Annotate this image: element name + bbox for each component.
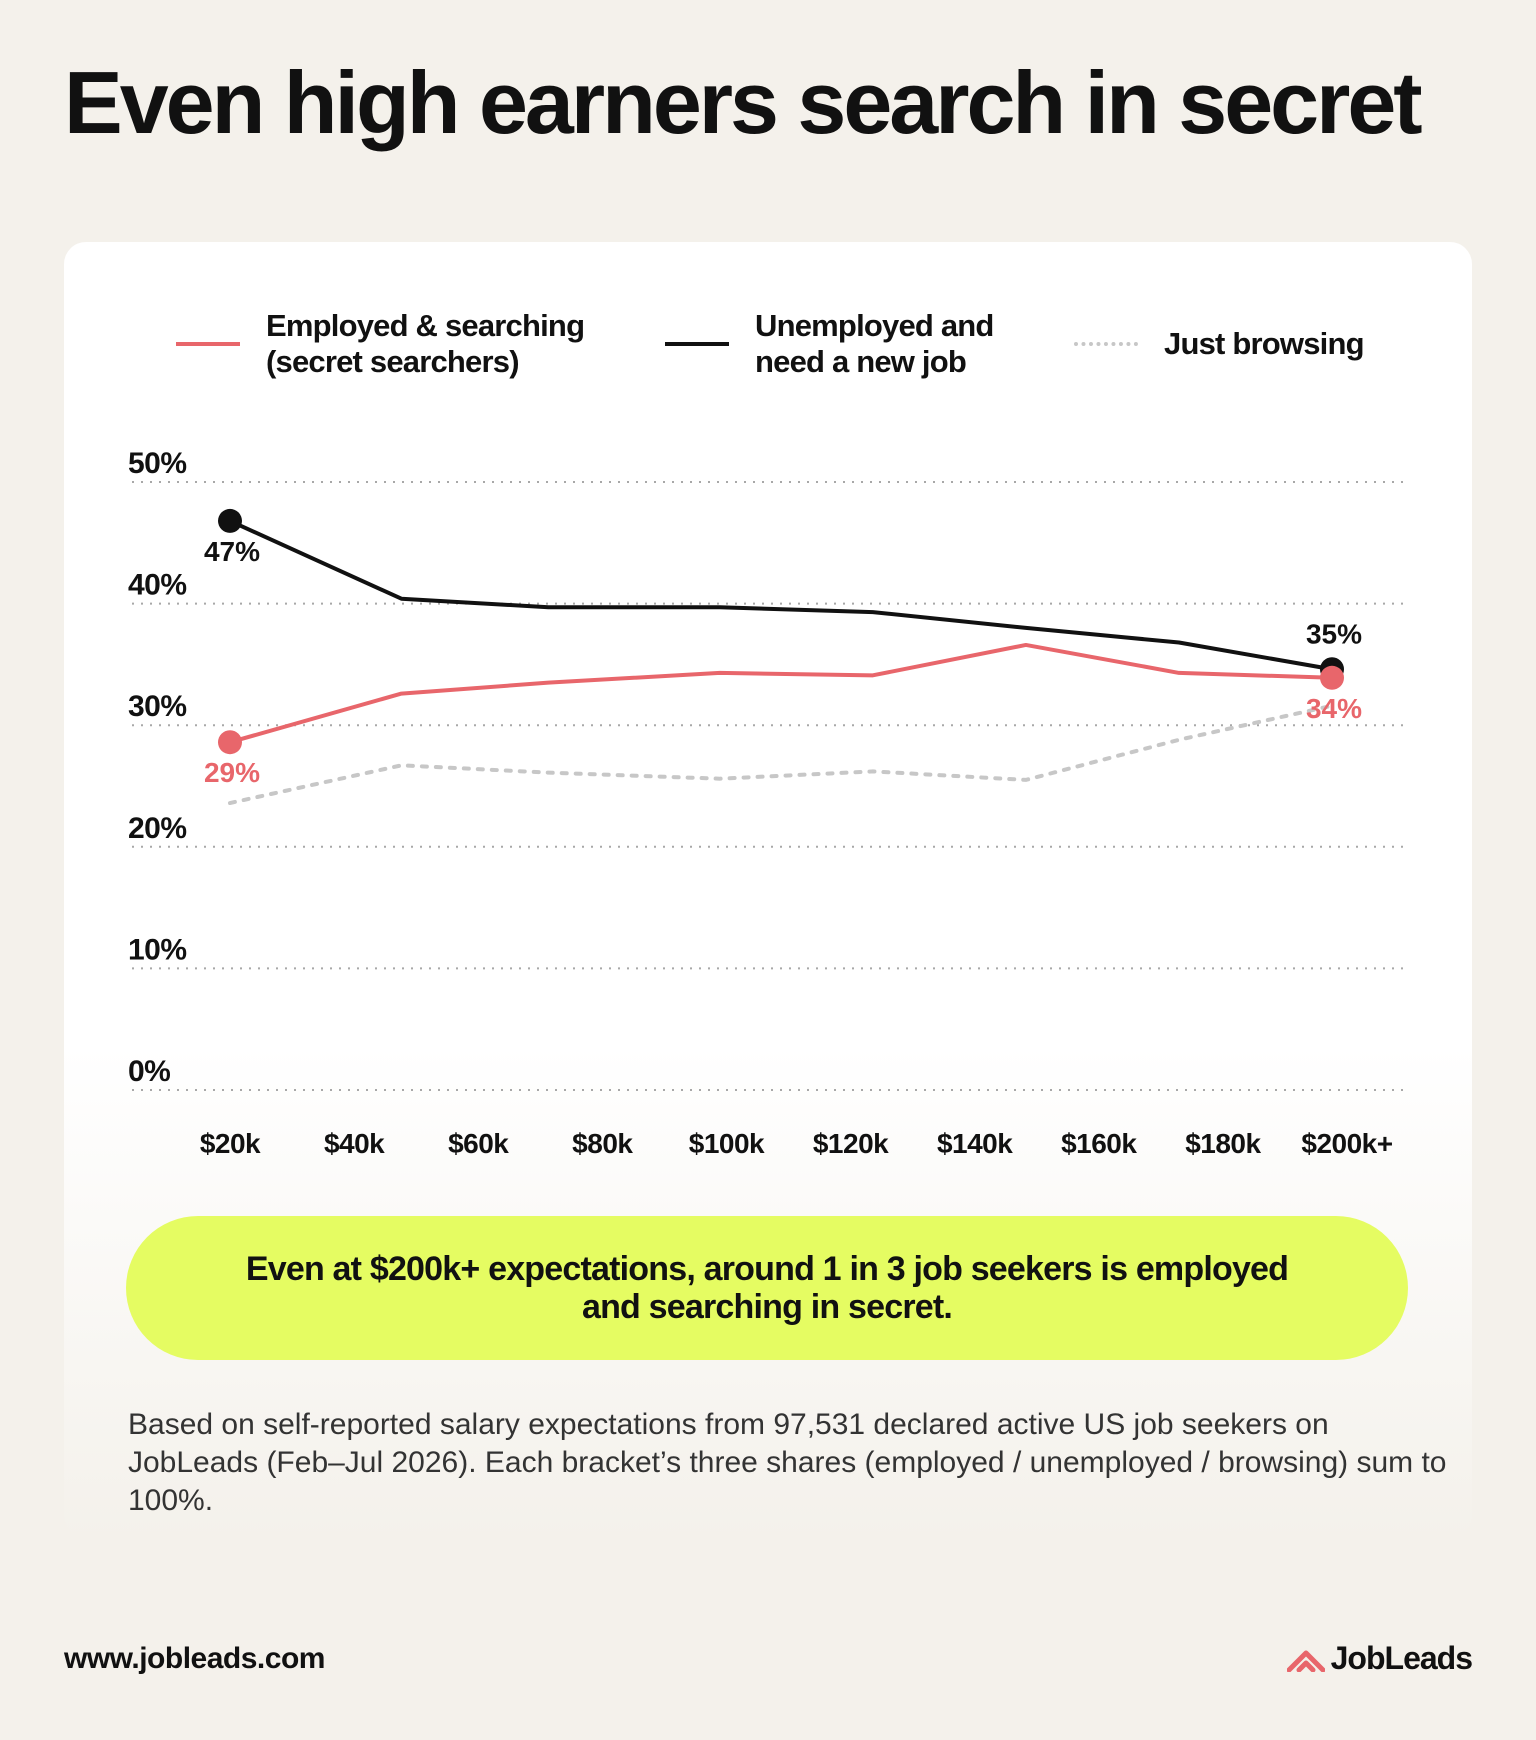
series-line	[228, 518, 1334, 672]
series-line	[228, 703, 1334, 806]
y-tick-label: 40%	[128, 569, 187, 602]
legend-swatch-unemployed	[665, 342, 729, 346]
x-tick-label: $200k+	[1301, 1128, 1392, 1159]
jobleads-logo-icon	[1286, 1650, 1325, 1672]
legend-item-unemployed: Unemployed and need a new job	[665, 308, 994, 380]
series-endpoint-marker	[218, 508, 242, 533]
legend-swatch-employed-searching	[176, 342, 240, 346]
line-chart: 0% 10% 20% 30% 40% 50% $20k $40k $60k $80k $100k $1…	[128, 447, 1404, 1159]
source-note: Based on self-reported salary expectatio…	[128, 1408, 1447, 1517]
data-label: 29%	[204, 757, 260, 788]
x-tick-label: $80k	[572, 1128, 633, 1159]
y-tick-label: 50%	[128, 447, 187, 480]
legend-label-just-browsing: Just browsing	[1164, 326, 1365, 361]
chart-card: Employed & searching (secret searchers) …	[64, 242, 1472, 1538]
series-line	[228, 642, 1334, 745]
y-tick-label: 10%	[128, 933, 187, 966]
page-title: Even high earners search in secret	[64, 53, 1423, 152]
data-label: 34%	[1306, 693, 1362, 724]
y-tick-label: 30%	[128, 690, 187, 723]
series-endpoint-marker	[218, 730, 242, 755]
x-tick-label: $140k	[937, 1128, 1013, 1159]
x-tick-label: $20k	[200, 1128, 261, 1159]
legend-swatch-just-browsing	[1074, 342, 1138, 346]
x-tick-label: $40k	[324, 1128, 385, 1159]
series-endpoint-marker	[1320, 665, 1344, 690]
brand-logo: JobLeads	[1286, 1640, 1473, 1677]
legend-item-just-browsing: Just browsing	[1074, 326, 1365, 362]
x-tick-label: $60k	[448, 1128, 509, 1159]
legend-label-unemployed: Unemployed and need a new job	[755, 308, 994, 379]
website-url[interactable]: www.jobleads.com	[64, 1642, 325, 1675]
brand-name: JobLeads	[1330, 1640, 1473, 1676]
data-label: 35%	[1306, 618, 1362, 649]
y-tick-label: 0%	[128, 1055, 170, 1088]
legend-label-employed-searching: Employed & searching (secret searchers)	[266, 308, 585, 379]
takeaway-banner: Even at $200k+ expectations, around 1 in…	[126, 1216, 1408, 1360]
y-tick-label: 20%	[128, 812, 187, 845]
x-tick-label: $180k	[1185, 1128, 1261, 1159]
legend-item-employed-searching: Employed & searching (secret searchers)	[176, 308, 585, 380]
x-tick-label: $160k	[1061, 1128, 1137, 1159]
data-label: 47%	[204, 536, 260, 567]
x-tick-label: $120k	[813, 1128, 889, 1159]
takeaway-text: Even at $200k+ expectations, around 1 in…	[245, 1250, 1289, 1326]
x-tick-label: $100k	[689, 1128, 765, 1159]
